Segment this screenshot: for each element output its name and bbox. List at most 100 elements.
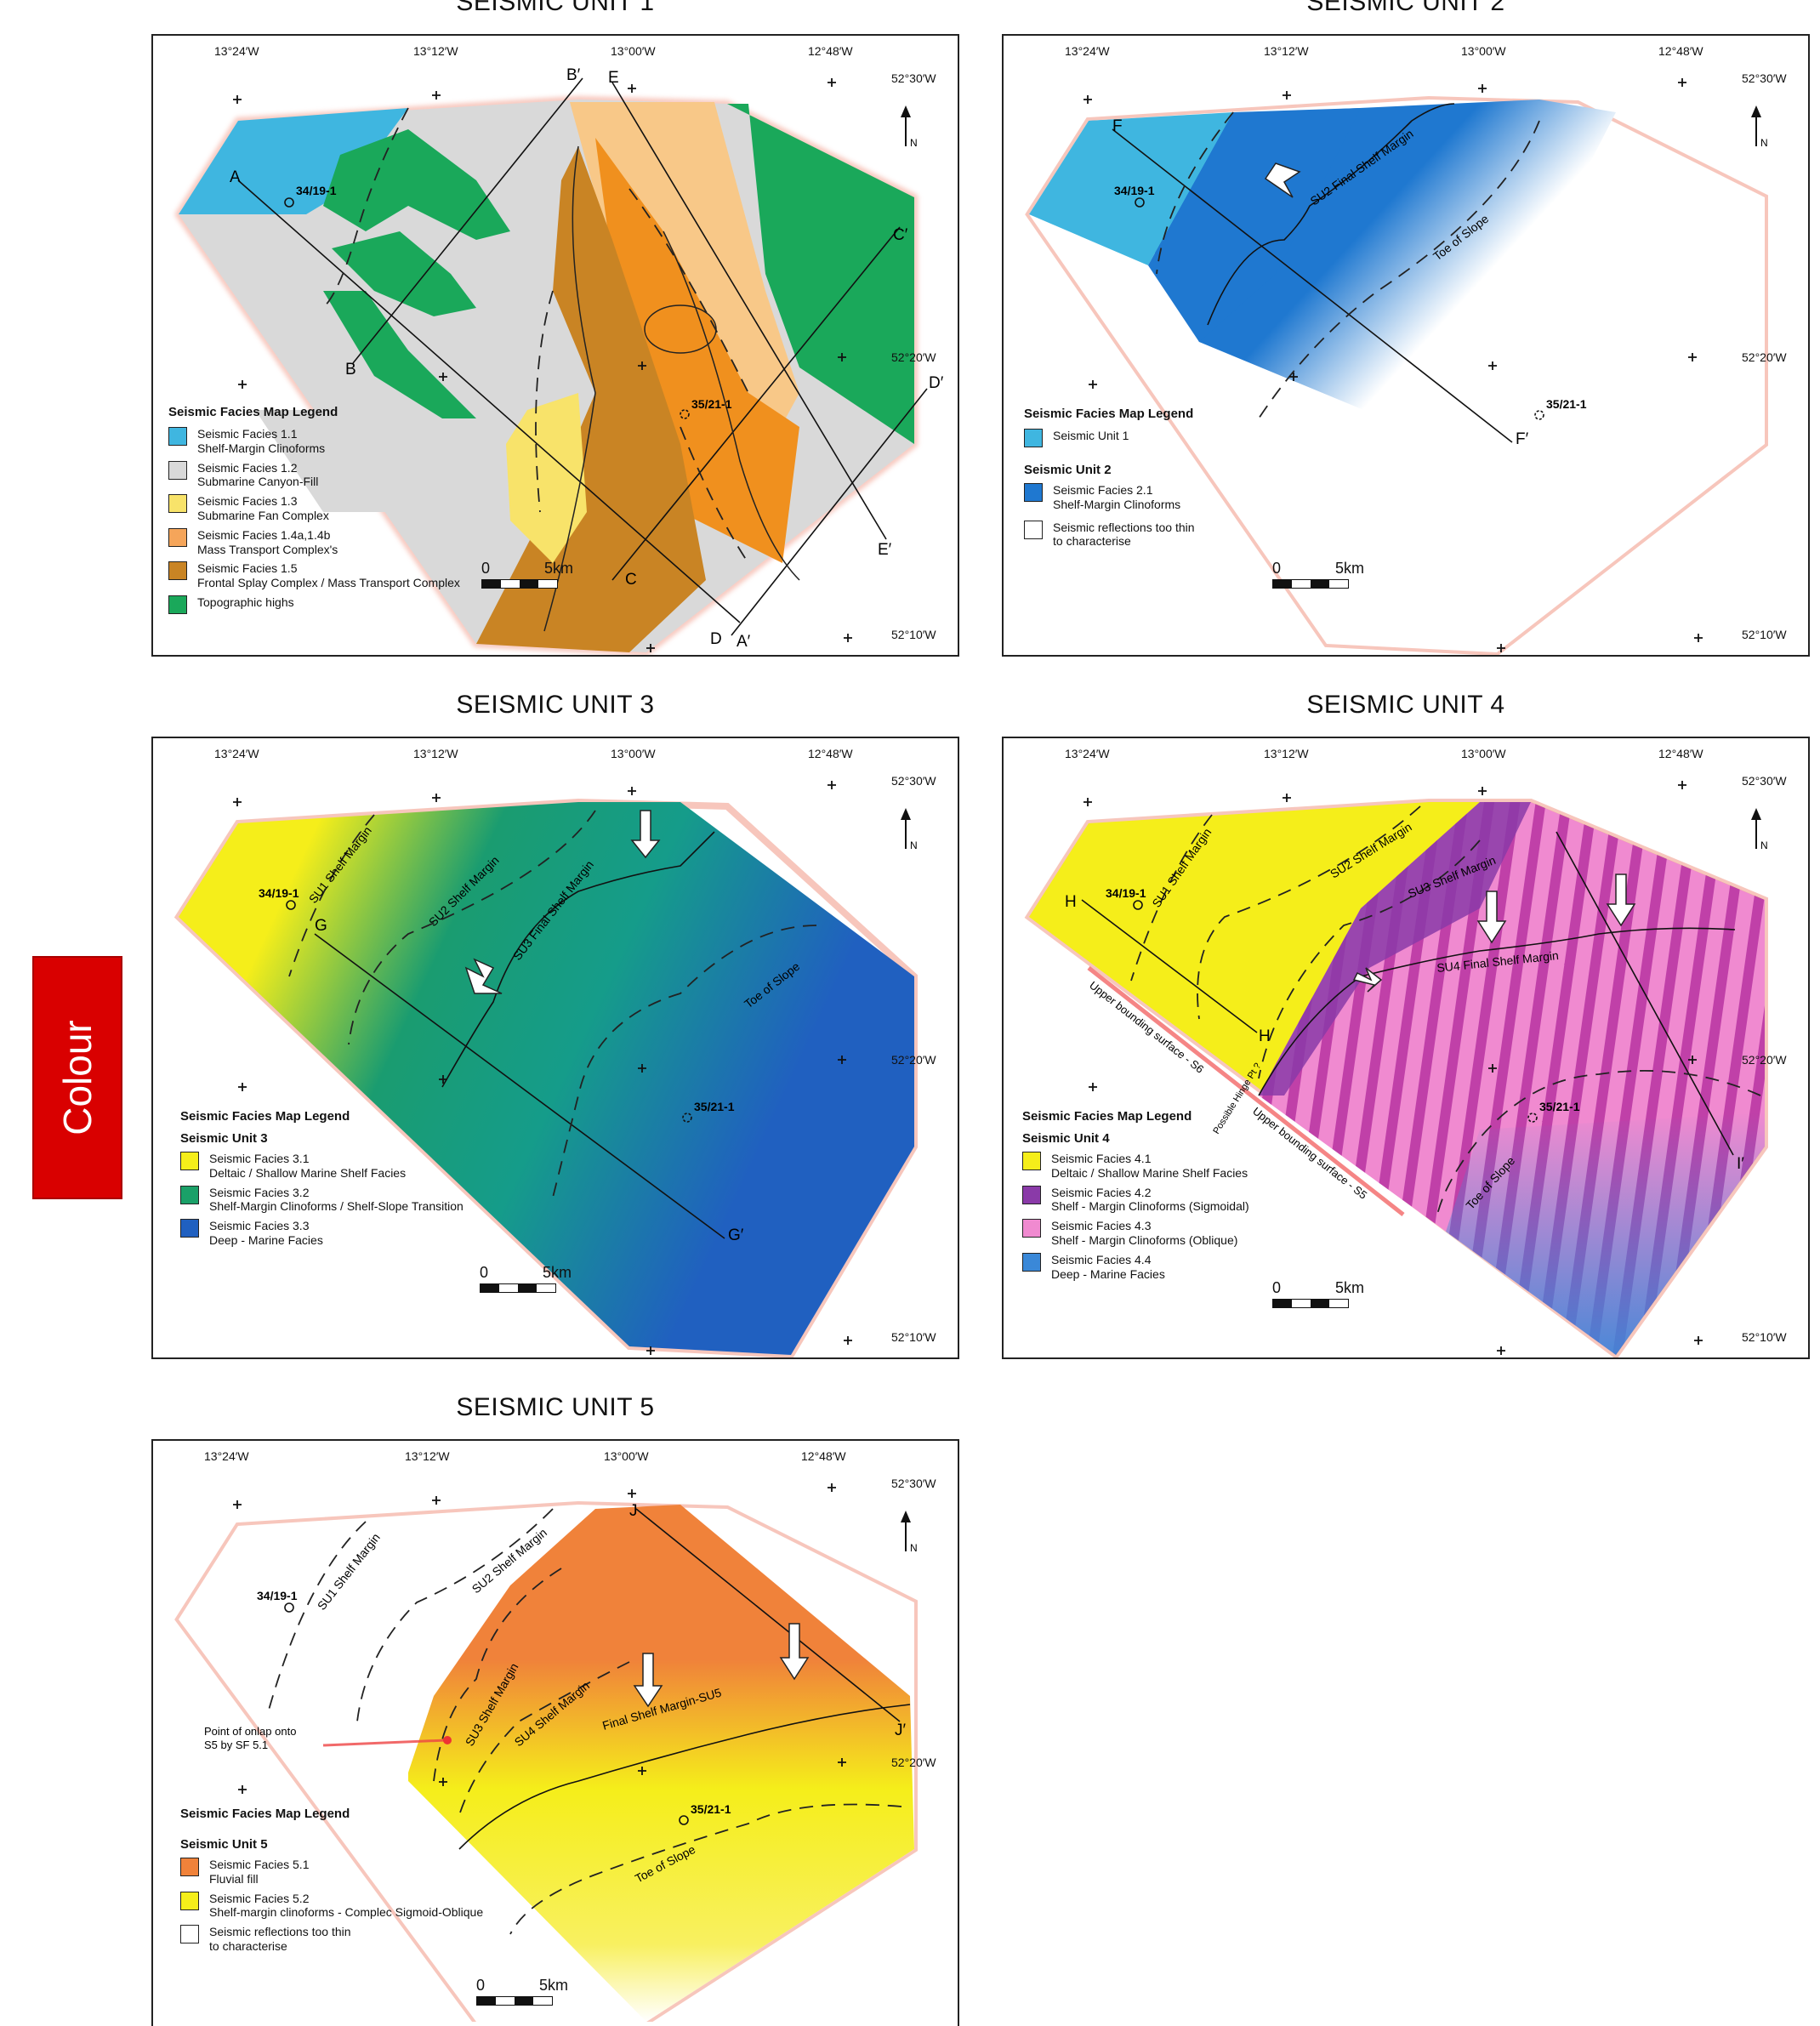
- legend-item: Seismic Unit 1: [1024, 429, 1195, 447]
- well-label: 34/19-1: [296, 184, 337, 197]
- lon-label: 13°24′W: [1065, 747, 1110, 760]
- lat-label: 52°20′W: [891, 350, 936, 364]
- panel-title-su5: SEISMIC UNIT 5: [456, 1393, 655, 1421]
- legend-item: Seismic Facies 4.1 Deltaic / Shallow Mari…: [1022, 1152, 1249, 1181]
- panel-title-su4: SEISMIC UNIT 4: [1306, 691, 1505, 719]
- lat-label: 52°20′W: [1742, 350, 1787, 364]
- svg-text:N: N: [1760, 137, 1768, 149]
- lat-label: 52°10′W: [1742, 628, 1787, 641]
- section-label: H: [1259, 1027, 1271, 1045]
- section-label: A: [230, 168, 241, 186]
- legend-item: Seismic Facies 3.1 Deltaic / Shallow Mari…: [180, 1152, 464, 1181]
- legend-item: Seismic Facies 2.1 Shelf-Margin Clinoform…: [1024, 483, 1195, 512]
- legend-item: Seismic reflections too thin to character…: [180, 1925, 483, 1954]
- legend-swatch: [168, 561, 187, 581]
- scale-bar: 0 5km: [1272, 560, 1364, 589]
- lon-label: 13°00′W: [604, 1449, 649, 1463]
- section-label: F′: [1516, 430, 1529, 448]
- legend-swatch: [168, 527, 187, 547]
- lon-label: 13°00′W: [611, 747, 656, 760]
- arrow-icon: [633, 1653, 663, 1708]
- lon-label: 12°48′W: [801, 1449, 846, 1463]
- section-label: A′: [737, 633, 751, 651]
- well-label: 35/21-1: [694, 1100, 735, 1113]
- arrow-icon: [779, 1623, 810, 1681]
- lat-label: 52°10′W: [891, 628, 936, 641]
- lon-label: 12°48′W: [1658, 747, 1703, 760]
- scale-bar: 0 5km: [476, 1977, 568, 2006]
- map-su3: 34/19-1 35/21-1 G G′ SU1 Shelf Margin SU…: [173, 781, 918, 1357]
- section-label: B: [345, 361, 356, 378]
- legend-item: Seismic Facies 1.2 Submarine Canyon-Fill: [168, 460, 460, 490]
- legend-item: Seismic Facies 4.4 Deep - Marine Facies: [1022, 1252, 1249, 1282]
- panel-title-su3: SEISMIC UNIT 3: [456, 691, 655, 719]
- well-label: 35/21-1: [1539, 1100, 1580, 1113]
- lon-label: 12°48′W: [808, 747, 853, 760]
- section-label: G: [315, 917, 327, 935]
- north-arrow-icon: N: [1751, 808, 1768, 851]
- north-arrow-icon: N: [901, 105, 918, 149]
- legend-swatch: [168, 494, 187, 514]
- map-su2: 34/19-1 35/21-1 F F′ SU2 Final Shelf Mar…: [1025, 78, 1768, 655]
- section-label: C′: [893, 226, 908, 244]
- lat-label: 52°10′W: [891, 1330, 936, 1344]
- legend-item: Seismic reflections too thin to character…: [1024, 520, 1195, 549]
- scale-bar: 0 5km: [481, 560, 573, 589]
- legend-su3: Seismic Facies Map Legend Seismic Unit 3…: [180, 1109, 464, 1248]
- panel-title-su2: SEISMIC UNIT 2: [1306, 0, 1505, 16]
- svg-text:N: N: [910, 137, 918, 149]
- lon-label: 13°12′W: [1264, 747, 1309, 760]
- section-label: F: [1112, 117, 1123, 135]
- legend-item: Seismic Facies 3.3 Deep - Marine Facies: [180, 1219, 464, 1248]
- legend-item: Seismic Facies 5.1 Fluvial fill: [180, 1858, 483, 1887]
- legend-item: Seismic Facies 1.3 Submarine Fan Complex: [168, 494, 460, 523]
- well-label: 34/19-1: [257, 1589, 298, 1602]
- map-panel-su4: 34/19-1 35/21-1 H H I′ SU1 Shelf Margin …: [1002, 737, 1810, 1359]
- map-su5: 34/19-1 35/21-1 J J′ SU1 Shelf Margin SU…: [174, 1483, 918, 2022]
- legend-item: Seismic Facies 4.2 Shelf - Margin Clinofo…: [1022, 1185, 1249, 1215]
- lon-label: 13°24′W: [214, 44, 259, 58]
- lon-label: 13°12′W: [1264, 44, 1309, 58]
- lat-label: 52°30′W: [891, 774, 936, 788]
- well-label: 35/21-1: [691, 397, 732, 411]
- lat-label: 52°10′W: [1742, 1330, 1787, 1344]
- legend-item: Seismic Facies 5.2 Shelf-margin clinoform…: [180, 1891, 483, 1921]
- lon-label: 13°12′W: [405, 1449, 450, 1463]
- north-arrow-icon: N: [901, 808, 918, 851]
- arrow-icon: [630, 810, 661, 859]
- section-label: H: [1065, 893, 1077, 911]
- north-arrow-icon: N: [901, 1511, 918, 1554]
- section-label: D′: [929, 374, 944, 392]
- legend-su4: Seismic Facies Map Legend Seismic Unit 4…: [1022, 1109, 1249, 1282]
- lat-label: 52°30′W: [1742, 71, 1787, 85]
- section-label: C: [625, 571, 637, 589]
- scale-bar: 0 5km: [1272, 1279, 1364, 1308]
- legend-su2: Seismic Facies Map Legend Seismic Unit 1…: [1024, 407, 1195, 549]
- scale-bar: 0 5km: [480, 1264, 572, 1293]
- lon-label: 12°48′W: [808, 44, 853, 58]
- arrow-icon: [464, 958, 503, 994]
- lon-label: 13°00′W: [1461, 44, 1506, 58]
- map-su4: 34/19-1 35/21-1 H H I′ SU1 Shelf Margin …: [1024, 781, 1768, 1357]
- lat-label: 52°20′W: [891, 1053, 936, 1067]
- legend-swatch: [168, 460, 187, 480]
- lon-label: 13°12′W: [413, 747, 458, 760]
- map-panel-su2: 34/19-1 35/21-1 F F′ SU2 Final Shelf Mar…: [1002, 34, 1810, 657]
- svg-text:N: N: [910, 1542, 918, 1554]
- well-label: 34/19-1: [1114, 184, 1155, 197]
- onlap-callout: Point of onlap onto: [204, 1725, 296, 1738]
- legend-item: Seismic Facies 3.2 Shelf-Margin Clinoform…: [180, 1185, 464, 1215]
- legend-su5: Seismic Facies Map Legend Seismic Unit 5…: [180, 1807, 484, 1954]
- arrow-icon: [1352, 967, 1383, 993]
- section-label: E′: [878, 541, 892, 559]
- map-panel-su1: 34/19-1 35/21-1 A A′ B B′ C C′ D D′ E E′…: [151, 34, 959, 657]
- legend-su1: Seismic Facies Map Legend Seismic Facies…: [168, 405, 460, 619]
- lon-label: 12°48′W: [1658, 44, 1703, 58]
- panel-title-su1: SEISMIC UNIT 1: [456, 0, 655, 16]
- colour-tab: Colour: [32, 956, 122, 1199]
- legend-item: Seismic Facies 1.1 Shelf-Margin Clinoform…: [168, 427, 460, 456]
- arrow-icon: [1264, 162, 1301, 198]
- legend-item: Topographic highs: [168, 595, 460, 614]
- arrow-icon: [1476, 891, 1507, 944]
- legend-item: Seismic Facies 1.5 Frontal Splay Complex …: [168, 561, 460, 590]
